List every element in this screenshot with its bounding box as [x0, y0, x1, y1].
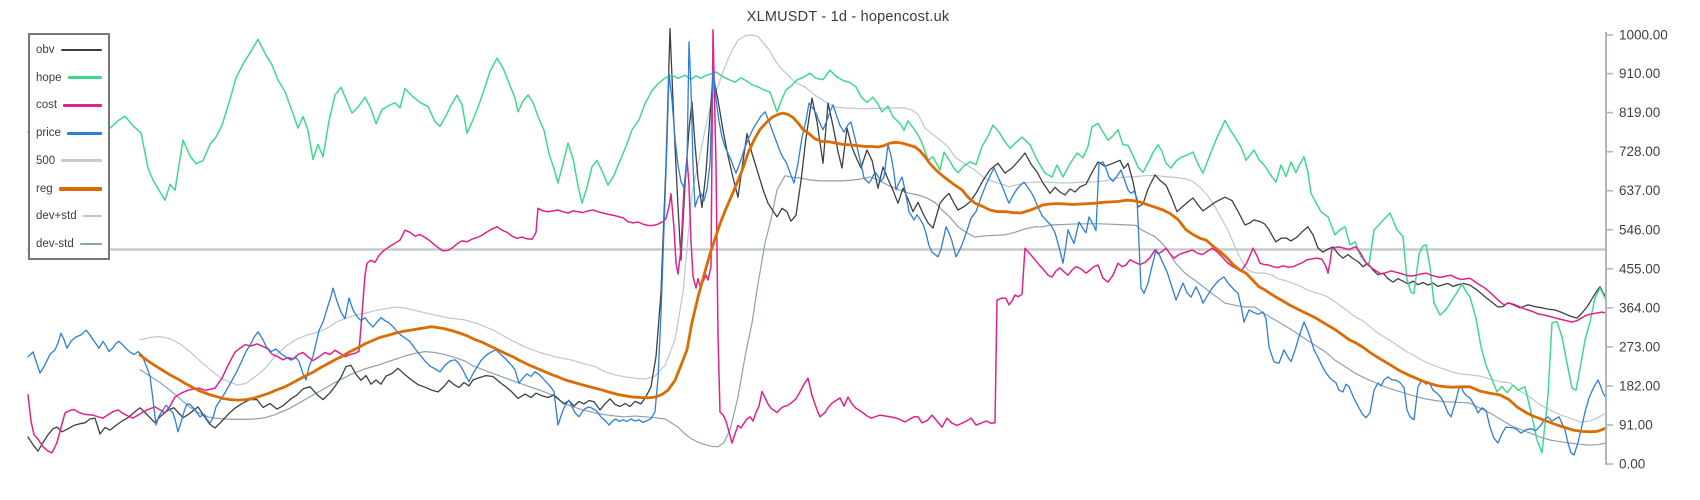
- series-line-obv: [27, 27, 1607, 452]
- y-tick-label: 728.00: [1619, 144, 1660, 159]
- legend: obv hope cost price 500 reg dev+std dev-std: [28, 33, 110, 260]
- legend-item-hope: hope: [36, 64, 102, 92]
- y-tick-label: 546.00: [1619, 222, 1660, 237]
- legend-line-swatch: [82, 215, 102, 218]
- y-tick-label: 364.00: [1619, 300, 1660, 315]
- legend-item-label: cost: [36, 99, 58, 112]
- legend-item-label: 500: [36, 154, 56, 167]
- legend-line-swatch: [58, 186, 102, 191]
- y-tick-label: 0.00: [1619, 457, 1645, 472]
- legend-item-label: dev+std: [36, 210, 77, 223]
- y-tick-label: 455.00: [1619, 261, 1660, 276]
- legend-line-swatch: [63, 103, 102, 107]
- legend-item-label: price: [36, 127, 61, 140]
- y-tick-label: 273.00: [1619, 339, 1660, 354]
- legend-item-label: hope: [36, 71, 62, 84]
- page-title: XLMUSDT - 1d - hopencost.uk: [746, 9, 950, 25]
- legend-line-swatch: [66, 131, 102, 135]
- series-line-dev-std: [139, 175, 1607, 448]
- y-tick-label: 637.00: [1619, 183, 1660, 198]
- legend-item-label: obv: [36, 43, 55, 56]
- legend-item-dev-std: dev-std: [36, 230, 102, 258]
- series-line-cost: [27, 29, 1607, 454]
- legend-item-price: price: [36, 119, 102, 147]
- y-tick-label: 910.00: [1619, 66, 1660, 81]
- legend-line-swatch: [61, 159, 102, 163]
- legend-item-label: reg: [36, 182, 53, 195]
- legend-item-label: dev-std: [36, 238, 74, 251]
- series-line-hope: [27, 38, 1607, 454]
- legend-item-obv: obv: [36, 36, 102, 64]
- legend-item-dev-std: dev+std: [36, 203, 102, 231]
- legend-item-500: 500: [36, 147, 102, 175]
- legend-line-swatch: [60, 48, 102, 51]
- series-line-reg: [138, 111, 1608, 434]
- legend-line-swatch: [67, 76, 102, 80]
- y-tick-label: 1000.00: [1619, 28, 1668, 43]
- series-line-dev-std: [139, 34, 1607, 423]
- series-line-price: [27, 41, 1607, 456]
- legend-line-swatch: [79, 243, 102, 246]
- y-tick-label: 91.00: [1619, 417, 1653, 432]
- legend-item-reg: reg: [36, 175, 102, 203]
- y-tick-label: 182.00: [1619, 378, 1660, 393]
- legend-item-cost: cost: [36, 92, 102, 120]
- y-tick-label: 819.00: [1619, 105, 1660, 120]
